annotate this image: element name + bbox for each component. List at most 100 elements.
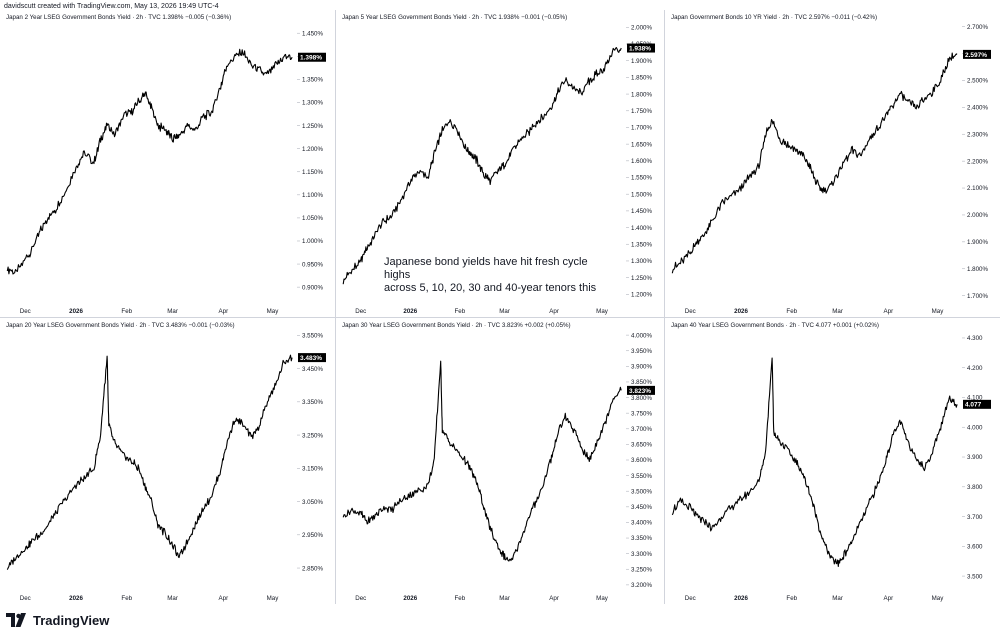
y-tick-label: 3.750% bbox=[631, 410, 652, 417]
panel-divider bbox=[335, 10, 336, 604]
panel-divider bbox=[664, 10, 665, 604]
chart-panel-jp30y: Japan 30 Year LSEG Government Bonds Yiel… bbox=[336, 318, 664, 604]
y-tick-label: 0.950% bbox=[302, 261, 323, 268]
chart-credit: davidscutt created with TradingView.com,… bbox=[4, 3, 219, 10]
last-value-label: 3.483% bbox=[300, 355, 322, 362]
y-tick-label: 3.250% bbox=[631, 566, 652, 573]
y-tick-label: 3.450% bbox=[302, 366, 323, 373]
chart-svg: Japan 40 Year LSEG Government Bonds · 2h… bbox=[671, 322, 991, 602]
x-tick-label: May bbox=[267, 595, 280, 602]
y-tick-label: 3.500 bbox=[967, 573, 983, 580]
annotation-line-1: Japanese bond yields have hit fresh cycl… bbox=[384, 256, 588, 281]
y-tick-label: 3.050% bbox=[302, 499, 323, 506]
x-tick-label: Feb bbox=[121, 595, 132, 602]
x-tick-label: Feb bbox=[454, 595, 465, 602]
y-tick-label: 1.250% bbox=[631, 275, 652, 282]
y-tick-label: 2.700% bbox=[967, 24, 988, 31]
y-tick-label: 2.200% bbox=[967, 158, 988, 165]
x-tick-label: Dec bbox=[685, 595, 696, 602]
x-tick-label: 2026 bbox=[734, 595, 748, 602]
panel-divider bbox=[0, 317, 1000, 318]
chart-svg: Japan 2 Year LSEG Government Bonds Yield… bbox=[6, 14, 326, 315]
y-tick-label: 1.100% bbox=[302, 192, 323, 199]
y-tick-label: 1.850% bbox=[631, 75, 652, 82]
x-tick-label: May bbox=[596, 308, 609, 315]
annotation-line-2: across 5, 10, 20, 30 and 40-year tenors … bbox=[384, 282, 597, 294]
y-tick-label: 2.300% bbox=[967, 131, 988, 138]
y-tick-label: 3.900% bbox=[631, 364, 652, 371]
y-tick-label: 1.750% bbox=[631, 108, 652, 115]
chart-grid: Japan 2 Year LSEG Government Bonds Yield… bbox=[0, 10, 1000, 604]
chart-svg: Japan 20 Year LSEG Government Bonds Yiel… bbox=[6, 322, 326, 602]
yield-line bbox=[671, 357, 958, 568]
chart-title: Japan 5 Year LSEG Government Bonds Yield… bbox=[342, 14, 567, 21]
x-tick-label: Mar bbox=[167, 308, 178, 315]
y-tick-label: 1.700% bbox=[631, 125, 652, 132]
y-tick-label: 1.000% bbox=[302, 238, 323, 245]
y-tick-label: 1.450% bbox=[631, 208, 652, 215]
x-tick-label: Mar bbox=[832, 595, 843, 602]
chart-title: Japan 30 Year LSEG Government Bonds Yiel… bbox=[342, 322, 571, 329]
last-value-tag bbox=[963, 399, 991, 409]
x-tick-label: May bbox=[596, 595, 609, 602]
y-tick-label: 4.000 bbox=[967, 424, 983, 431]
y-tick-label: 1.200% bbox=[631, 292, 652, 299]
tradingview-brand: TradingView bbox=[33, 612, 110, 628]
y-tick-label: 1.800% bbox=[631, 91, 652, 98]
chart-svg: Japan 5 Year LSEG Government Bonds Yield… bbox=[342, 14, 655, 315]
y-tick-label: 1.800% bbox=[967, 266, 988, 273]
x-tick-label: 2026 bbox=[734, 308, 748, 315]
y-tick-label: 4.100 bbox=[967, 395, 983, 402]
y-tick-label: 3.600% bbox=[631, 457, 652, 464]
last-value-label: 3.823% bbox=[629, 388, 651, 395]
y-tick-label: 1.500% bbox=[631, 191, 652, 198]
chart-title: Japan 40 Year LSEG Government Bonds · 2h… bbox=[671, 322, 879, 329]
y-tick-label: 1.250% bbox=[302, 123, 323, 130]
last-value-tag bbox=[963, 49, 991, 59]
chart-panel-jp2y: Japan 2 Year LSEG Government Bonds Yield… bbox=[0, 10, 335, 317]
last-value-tag bbox=[298, 52, 326, 62]
y-tick-label: 3.850% bbox=[631, 379, 652, 386]
y-tick-label: 1.350% bbox=[302, 77, 323, 84]
x-tick-label: Feb bbox=[454, 308, 465, 315]
chart-title: Japan 2 Year LSEG Government Bonds Yield… bbox=[6, 14, 231, 21]
tradingview-logo-icon bbox=[6, 613, 26, 627]
x-tick-label: Dec bbox=[20, 308, 31, 315]
y-tick-label: 1.150% bbox=[302, 169, 323, 176]
y-tick-label: 3.350% bbox=[302, 399, 323, 406]
y-tick-label: 1.550% bbox=[631, 175, 652, 182]
last-value-label: 4.077 bbox=[965, 402, 982, 409]
chart-svg: Japan 30 Year LSEG Government Bonds Yiel… bbox=[342, 322, 655, 602]
last-value-label: 2.597% bbox=[965, 52, 987, 59]
y-tick-label: 3.700% bbox=[631, 426, 652, 433]
y-tick-label: 4.000% bbox=[631, 332, 652, 339]
x-tick-label: May bbox=[932, 308, 945, 315]
y-tick-label: 3.900 bbox=[967, 454, 983, 461]
x-tick-label: May bbox=[267, 308, 280, 315]
y-tick-label: 3.350% bbox=[631, 535, 652, 542]
y-tick-label: 1.700% bbox=[967, 293, 988, 300]
chart-panel-jp40y: Japan 40 Year LSEG Government Bonds · 2h… bbox=[665, 318, 1000, 604]
chart-svg: Japan Government Bonds 10 YR Yield · 2h … bbox=[671, 14, 991, 315]
y-tick-label: 1.350% bbox=[631, 241, 652, 248]
chart-annotation: Japanese bond yields have hit fresh cycl… bbox=[384, 256, 614, 295]
last-value-label: 1.398% bbox=[300, 55, 322, 62]
y-tick-label: 3.150% bbox=[302, 466, 323, 473]
last-value-tag bbox=[298, 353, 326, 363]
yield-line bbox=[342, 360, 622, 562]
x-tick-label: Dec bbox=[355, 308, 366, 315]
y-tick-label: 3.450% bbox=[631, 504, 652, 511]
x-tick-label: 2026 bbox=[403, 595, 417, 602]
y-tick-label: 0.900% bbox=[302, 284, 323, 291]
x-tick-label: Mar bbox=[499, 308, 510, 315]
y-tick-label: 2.000% bbox=[631, 25, 652, 32]
y-tick-label: 2.850% bbox=[302, 565, 323, 572]
x-tick-label: Mar bbox=[832, 308, 843, 315]
y-tick-label: 2.950% bbox=[302, 532, 323, 539]
y-tick-label: 3.700 bbox=[967, 514, 983, 521]
y-tick-label: 1.300% bbox=[302, 100, 323, 107]
y-tick-label: 1.900% bbox=[967, 239, 988, 246]
x-tick-label: Feb bbox=[121, 308, 132, 315]
y-tick-label: 3.650% bbox=[631, 442, 652, 449]
y-tick-label: 2.400% bbox=[967, 105, 988, 112]
